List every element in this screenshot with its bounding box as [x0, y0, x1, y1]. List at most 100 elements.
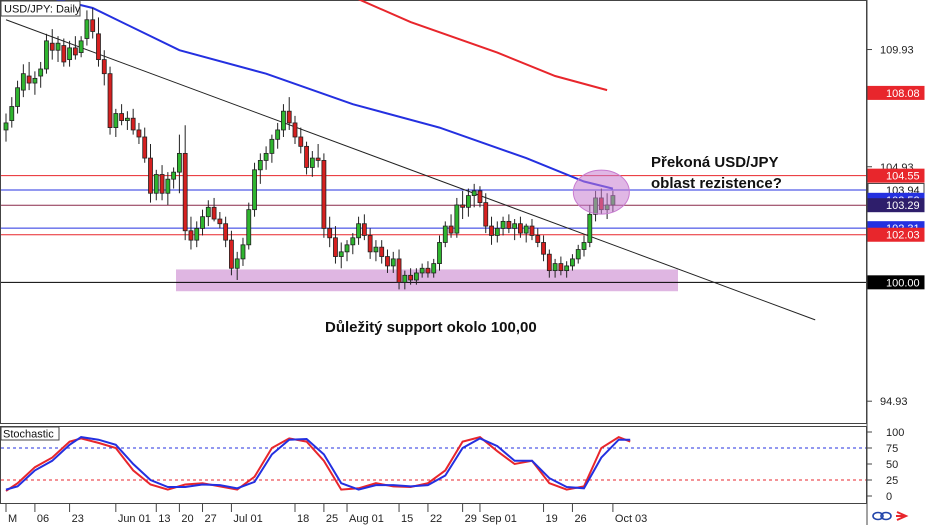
candle[interactable] [252, 162, 257, 217]
candle[interactable] [298, 127, 304, 154]
candle[interactable] [246, 202, 252, 250]
candle[interactable] [72, 36, 78, 60]
candle[interactable] [165, 172, 171, 205]
candle[interactable] [385, 249, 390, 273]
link-icon[interactable] [872, 511, 892, 521]
candle[interactable] [350, 233, 356, 255]
candle[interactable] [304, 141, 309, 175]
candle[interactable] [431, 258, 437, 278]
stochastic-panel[interactable] [1, 435, 866, 492]
candle[interactable] [327, 216, 333, 248]
candle[interactable] [523, 223, 529, 243]
candle[interactable] [49, 29, 55, 60]
candle[interactable] [159, 165, 165, 201]
candle[interactable] [506, 214, 512, 234]
candle[interactable] [465, 188, 471, 217]
candle[interactable] [333, 226, 338, 264]
candle[interactable] [541, 235, 546, 262]
candle[interactable] [240, 237, 246, 266]
candle[interactable] [96, 17, 101, 67]
candle[interactable] [477, 186, 483, 208]
candle[interactable] [107, 66, 113, 135]
candle[interactable] [471, 183, 477, 208]
candle[interactable] [419, 263, 425, 278]
candle[interactable] [15, 80, 20, 114]
candle[interactable] [529, 219, 535, 241]
candle[interactable] [269, 134, 275, 163]
candle[interactable] [321, 153, 327, 238]
candle[interactable] [286, 97, 292, 130]
candle[interactable] [78, 36, 84, 58]
candle[interactable] [119, 104, 124, 126]
candle[interactable] [257, 153, 263, 184]
candle[interactable] [9, 97, 15, 128]
candle[interactable] [489, 216, 494, 245]
candle[interactable] [32, 71, 38, 95]
candle[interactable] [113, 108, 119, 137]
candle[interactable] [408, 268, 414, 285]
candle[interactable] [581, 235, 587, 257]
candle[interactable] [84, 10, 90, 46]
candle[interactable] [229, 230, 234, 276]
candle[interactable] [281, 104, 286, 137]
candle[interactable] [101, 50, 107, 86]
candle[interactable] [176, 134, 182, 194]
candle[interactable] [136, 122, 142, 145]
candle[interactable] [425, 261, 431, 278]
candle[interactable] [148, 144, 153, 203]
candle[interactable] [564, 261, 570, 278]
candle[interactable] [211, 197, 217, 222]
candle[interactable] [3, 113, 9, 142]
candle[interactable] [182, 125, 188, 241]
candle[interactable] [142, 127, 148, 163]
candle[interactable] [205, 200, 211, 227]
price-panel[interactable] [1, 0, 866, 321]
candle[interactable] [518, 216, 523, 238]
arrow-icon[interactable] [896, 511, 909, 521]
candle[interactable] [171, 167, 177, 189]
candle[interactable] [442, 221, 448, 248]
candle[interactable] [500, 216, 506, 236]
candle[interactable] [454, 197, 460, 238]
candle[interactable] [130, 108, 136, 135]
candle[interactable] [535, 228, 541, 248]
candle[interactable] [275, 122, 281, 149]
candle[interactable] [575, 244, 581, 264]
candle[interactable] [292, 115, 298, 145]
candle[interactable] [460, 190, 466, 220]
candle[interactable] [494, 221, 500, 243]
candle[interactable] [153, 169, 159, 201]
candle[interactable] [234, 251, 240, 280]
candle[interactable] [437, 235, 442, 271]
candle[interactable] [396, 249, 402, 290]
candle[interactable] [20, 64, 26, 98]
candle[interactable] [315, 144, 321, 168]
candle[interactable] [512, 219, 518, 241]
candle[interactable] [379, 240, 385, 264]
candle[interactable] [188, 216, 194, 250]
candle[interactable] [55, 36, 61, 62]
candle[interactable] [217, 212, 223, 229]
candle[interactable] [67, 40, 72, 67]
candle[interactable] [361, 214, 367, 241]
candle[interactable] [356, 216, 361, 245]
candle[interactable] [61, 38, 67, 67]
candle[interactable] [390, 251, 396, 273]
candle[interactable] [552, 258, 558, 278]
candle[interactable] [344, 240, 350, 262]
candle[interactable] [200, 209, 205, 236]
candle[interactable] [223, 216, 229, 248]
candle[interactable] [124, 111, 130, 130]
candle[interactable] [338, 242, 344, 269]
candle[interactable] [402, 270, 408, 290]
candle[interactable] [38, 61, 44, 88]
candle[interactable] [26, 61, 32, 91]
candle[interactable] [367, 228, 373, 259]
candle[interactable] [194, 221, 200, 248]
candle[interactable] [448, 214, 454, 238]
candle[interactable] [546, 249, 552, 278]
candle[interactable] [44, 33, 49, 74]
candle[interactable] [558, 256, 564, 276]
candle[interactable] [373, 240, 379, 262]
candle[interactable] [483, 193, 489, 234]
